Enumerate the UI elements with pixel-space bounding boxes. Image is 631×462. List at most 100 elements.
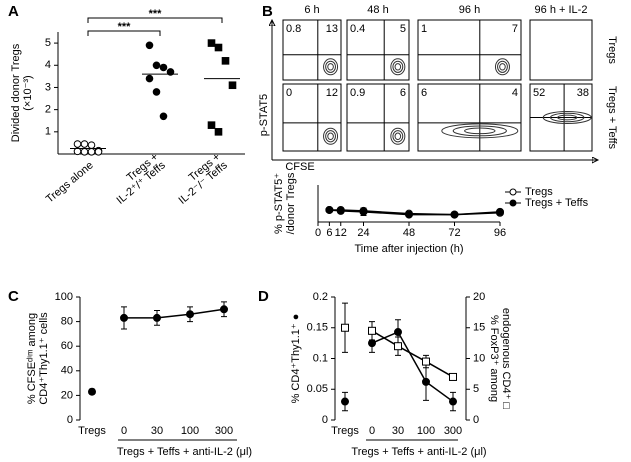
quadrant-value: 0.4 [350, 23, 365, 35]
significance-label: *** [118, 21, 132, 33]
point [207, 121, 216, 129]
quadrant-value: 6 [400, 87, 406, 99]
point [207, 39, 216, 47]
flow-panel [417, 19, 522, 81]
y-tick-label: 60 [61, 340, 73, 352]
y-tick-label: 0.05 [307, 383, 328, 395]
y-tick-label: 5 [45, 37, 51, 49]
quadrant-value: 7 [512, 23, 518, 35]
x-tick-label: Tregs [78, 425, 106, 437]
contour [327, 63, 334, 71]
point [221, 57, 230, 65]
x-tick-label: 24 [357, 227, 369, 239]
y-tick-label: 2 [45, 104, 51, 116]
point [394, 342, 402, 351]
point [405, 210, 413, 219]
y-tick-label: 0 [67, 414, 73, 426]
panel-label: B [262, 3, 273, 20]
x-tick-label: 30 [151, 425, 163, 437]
x-tick-label: 96 [494, 227, 506, 239]
quadrant-value: 13 [326, 23, 338, 35]
point [88, 387, 96, 396]
y-tick-label: 0.1 [313, 352, 328, 364]
x-tick-label: 6 [326, 227, 332, 239]
x-tick-label: 100 [417, 425, 435, 437]
point [341, 323, 349, 332]
quadrant-value: 1 [421, 23, 427, 35]
point [214, 128, 223, 136]
y-axis-label: CD4⁺Thy1.1⁺ cells [38, 312, 50, 405]
point [368, 339, 376, 348]
significance-label: *** [149, 8, 163, 20]
point [220, 305, 228, 314]
y-tick-label: 100 [55, 291, 73, 303]
panel-label: C [8, 288, 19, 305]
row-label: Tregs [606, 36, 618, 64]
y2-axis-label: % FoxP3⁺ among [488, 315, 500, 402]
flow-panel [346, 19, 410, 81]
point [80, 147, 89, 156]
quadrant-value: 4 [512, 87, 518, 99]
legend-marker [509, 199, 517, 207]
point [449, 397, 457, 406]
contour [499, 63, 506, 71]
y2-tick-label: 20 [473, 291, 485, 303]
legend-marker [509, 188, 517, 196]
point [449, 372, 457, 381]
contour [323, 58, 339, 76]
flow-panel [529, 19, 593, 81]
point [422, 357, 430, 366]
x-tick-label: Tregs alone [44, 159, 96, 205]
y2-tick-label: 5 [473, 383, 479, 395]
y-tick-label: 40 [61, 365, 73, 377]
point [152, 88, 161, 96]
point [422, 377, 430, 386]
point [120, 313, 128, 322]
panel-label: A [8, 3, 19, 20]
point [87, 147, 96, 156]
point [496, 207, 504, 216]
y-tick-label: 0.2 [313, 291, 328, 303]
contour [390, 58, 406, 76]
contour [325, 60, 336, 73]
contour [452, 125, 507, 137]
point [228, 81, 237, 90]
column-title: 96 h [459, 4, 480, 16]
quadrant-value: 6 [421, 87, 427, 99]
point [80, 140, 89, 148]
group-label: Tregs + Teffs + anti-IL-2 (μl) [351, 446, 486, 458]
group-label: Tregs + Teffs + anti-IL-2 (μl) [117, 446, 252, 458]
x-tick-label: 30 [392, 425, 404, 437]
y-tick-label: 0 [322, 414, 328, 426]
point [450, 210, 459, 219]
y-axis-label: Divided donor Tregs [10, 43, 22, 142]
contour [392, 130, 404, 143]
contour [497, 60, 508, 73]
flow-panel [417, 83, 522, 152]
contour [323, 127, 339, 145]
point [186, 310, 194, 319]
point [166, 68, 175, 76]
x-tick-label: 0 [369, 425, 375, 437]
y-tick-label: 3 [45, 81, 51, 93]
significance-bracket [87, 30, 161, 36]
point [145, 41, 154, 50]
point [145, 74, 154, 83]
legend-label: Tregs [525, 186, 553, 198]
point [159, 112, 168, 121]
contour [494, 58, 510, 76]
point [359, 207, 368, 216]
point [159, 63, 168, 72]
y-axis-label: % CD4⁺Thy1.1⁺ ● [290, 314, 302, 404]
x-tick-label: 48 [403, 227, 415, 239]
point [368, 326, 376, 335]
x-axis-label: CFSE [285, 161, 314, 173]
contour [464, 127, 496, 135]
series-line [371, 331, 454, 403]
x-tick-label: 0 [121, 425, 127, 437]
x-tick-label: 100 [181, 425, 199, 437]
quadrant-value: 0.9 [350, 87, 365, 99]
x-axis-label: Time after injection (h) [354, 243, 463, 255]
flow-panel [346, 83, 410, 152]
